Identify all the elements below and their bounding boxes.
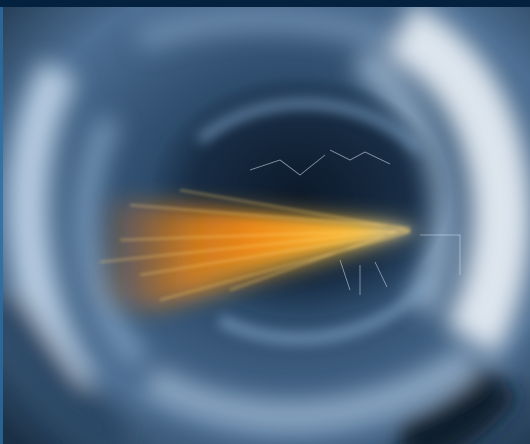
inner-swirl	[196, 98, 435, 345]
swirl-arcs	[0, 3, 530, 444]
top-border	[0, 0, 530, 7]
left-border	[0, 7, 3, 444]
sparks	[90, 149, 461, 310]
